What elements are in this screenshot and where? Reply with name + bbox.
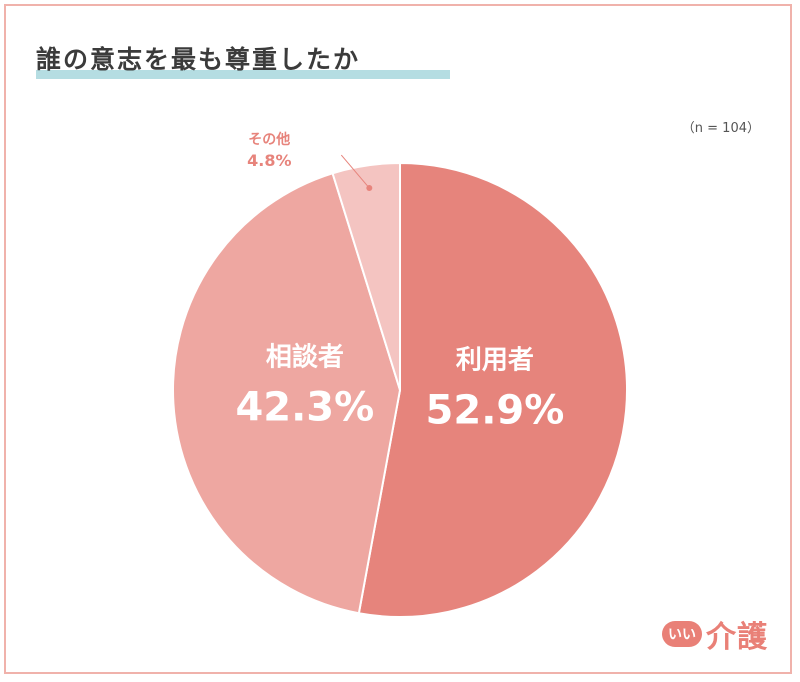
pie-slice-2 bbox=[331, 161, 401, 391]
chart-frame bbox=[4, 4, 792, 674]
title-underline bbox=[36, 70, 450, 79]
title-block: 誰の意志を最も尊重したか bbox=[36, 40, 450, 79]
brand-logo: いい 介護 bbox=[662, 612, 768, 656]
slice-value-2: 4.8% bbox=[247, 151, 291, 170]
slice-label-2: その他 bbox=[248, 131, 290, 148]
slice-label-1: 相談者 bbox=[266, 342, 344, 373]
leader-line bbox=[340, 154, 370, 189]
sample-size-note: （n = 104） bbox=[681, 121, 760, 136]
logo-badge: いい bbox=[662, 621, 702, 647]
pie-slice-0 bbox=[357, 161, 628, 618]
logo-text: 介護 bbox=[706, 620, 768, 655]
slice-value-1: 42.3% bbox=[235, 385, 374, 431]
pie-slice-1 bbox=[172, 171, 402, 615]
slice-label-0: 利用者 bbox=[456, 346, 534, 376]
slice-value-0: 52.9% bbox=[426, 388, 565, 434]
chart-title: 誰の意志を最も尊重したか bbox=[36, 45, 361, 74]
